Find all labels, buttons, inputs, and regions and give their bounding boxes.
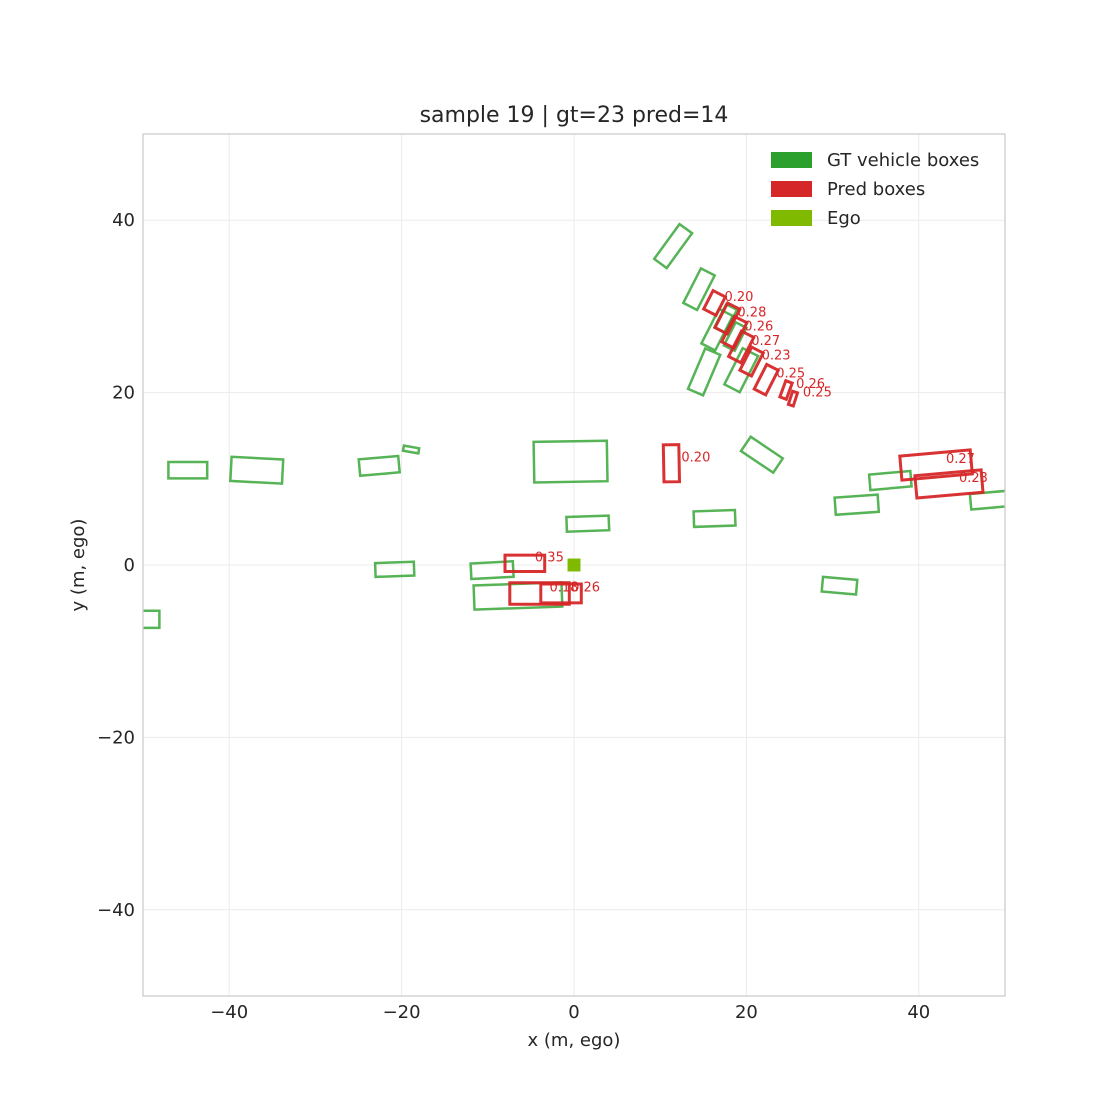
pred-box	[913, 468, 985, 500]
x-tick-label: −40	[210, 1002, 248, 1023]
pred-score-label: 0.26	[796, 377, 825, 392]
grid	[143, 134, 1005, 996]
pred-box	[752, 362, 781, 397]
pred-score-label: 0.26	[571, 580, 600, 595]
legend-swatch	[771, 152, 812, 168]
legend-entry: Ego	[771, 208, 861, 229]
ego-layer	[567, 558, 581, 572]
y-tick-label: 20	[112, 383, 135, 404]
gt-vehicle-box	[722, 346, 760, 394]
legend-label: GT vehicle boxes	[827, 150, 979, 171]
x-tick-label: 20	[735, 1002, 758, 1023]
pred-score-label: 0.23	[959, 471, 988, 486]
y-axis-label: y (m, ego)	[68, 519, 89, 612]
pred-box	[508, 581, 571, 606]
gt-vehicle-box	[357, 454, 402, 478]
legend-swatch	[771, 181, 812, 197]
gt-vehicle-box	[820, 575, 859, 596]
gt-vehicle-box	[532, 439, 609, 484]
gt-vehicle-box	[652, 222, 694, 270]
pred-box	[786, 389, 800, 408]
gt-vehicle-box	[373, 560, 416, 579]
pred-box	[726, 329, 756, 365]
pred-score-label: 0.25	[776, 367, 805, 382]
pred-score-label: 0.18	[550, 580, 579, 595]
gt-vehicle-box	[565, 514, 611, 533]
pred-score-label: 0.25	[803, 386, 832, 401]
legend-label: Ego	[827, 208, 861, 229]
legend-entry: Pred boxes	[771, 179, 925, 200]
pred-score-label: 0.27	[751, 334, 780, 349]
gt-vehicle-box	[739, 434, 785, 475]
x-axis-label: x (m, ego)	[528, 1030, 621, 1051]
gt-vehicle-box	[472, 581, 564, 611]
pred-score-label: 0.23	[762, 349, 791, 364]
gt-vehicle-box	[722, 320, 749, 353]
pred-box	[701, 288, 728, 318]
plot-frame	[142, 133, 1006, 997]
gt-vehicle-box	[968, 489, 1005, 511]
x-tick-label: 0	[568, 1002, 579, 1023]
gt-vehicle-box	[686, 346, 722, 397]
pred-box	[503, 553, 547, 573]
x-tick-label: −20	[383, 1002, 421, 1023]
gt-vehicle-box	[143, 609, 161, 630]
gt-vehicle-box	[867, 469, 913, 492]
pred-box	[661, 443, 682, 484]
pred-score-label: 0.28	[737, 306, 766, 321]
gt-boxes-layer	[143, 222, 1005, 630]
pred-score-label: 0.35	[535, 550, 564, 565]
gt-vehicle-box	[833, 493, 881, 517]
y-tick-label: 0	[124, 555, 135, 576]
gt-vehicle-box	[692, 508, 737, 529]
pred-score-label: 0.27	[946, 452, 975, 467]
pred-box	[898, 448, 974, 482]
pred-box	[539, 582, 583, 605]
pred-score-label: 0.20	[681, 450, 710, 465]
pred-score-label: 0.26	[744, 319, 773, 334]
legend-label: Pred boxes	[827, 179, 925, 200]
legend-entry: GT vehicle boxes	[771, 150, 979, 171]
chart-title: sample 19 | gt=23 pred=14	[420, 103, 729, 128]
axis-ticks: −40 −20 0 20 40 −40 −20 0 20 40	[97, 210, 930, 1023]
pred-box	[737, 345, 766, 379]
x-tick-label: 40	[907, 1002, 930, 1023]
y-tick-label: −20	[97, 727, 135, 748]
gt-vehicle-box	[167, 460, 209, 480]
gt-vehicle-box	[401, 444, 421, 455]
gt-vehicle-box	[681, 266, 717, 312]
gt-vehicle-box	[228, 455, 285, 485]
y-tick-label: 40	[112, 210, 135, 231]
legend: GT vehicle boxes Pred boxes Ego	[771, 150, 979, 229]
y-tick-label: −40	[97, 900, 135, 921]
pred-box	[777, 378, 795, 402]
pred-score-label: 0.20	[725, 290, 754, 305]
gt-vehicle-box	[699, 307, 735, 353]
ego-marker	[567, 558, 581, 572]
pred-boxes-layer: 0.200.200.280.260.270.230.250.260.250.27…	[503, 288, 988, 606]
legend-swatch	[771, 210, 812, 226]
